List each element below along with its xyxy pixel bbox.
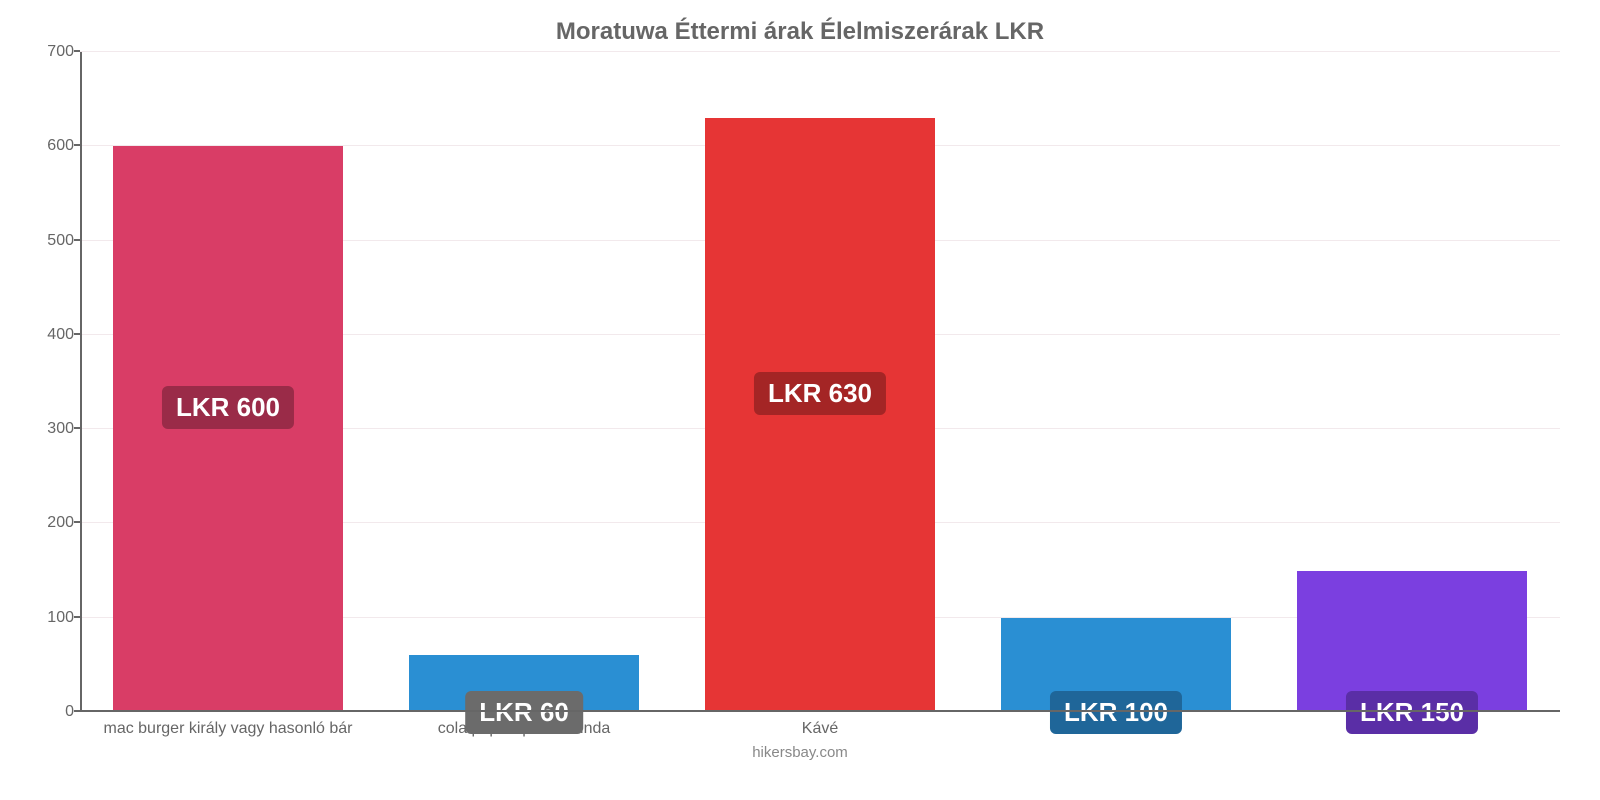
y-tick-label: 100 (30, 609, 74, 627)
y-tick-label: 200 (30, 514, 74, 532)
bars-group: LKR 600 LKR 60 LKR 630 LKR 100 LKR 150 (80, 52, 1560, 712)
y-tick-mark (74, 427, 80, 429)
y-tick-mark (74, 333, 80, 335)
x-axis-line (80, 710, 1560, 712)
y-tick-mark (74, 144, 80, 146)
y-tick-label: 0 (30, 703, 74, 721)
y-tick-label: 700 (30, 43, 74, 61)
y-tick-mark (74, 521, 80, 523)
chart-title: Moratuwa Éttermi árak Élelmiszerárak LKR (30, 18, 1570, 46)
chart-footer: hikersbay.com (30, 744, 1570, 761)
y-tick-mark (74, 616, 80, 618)
bar-value-badge: LKR 100 (1050, 691, 1182, 734)
bar: LKR 600 (113, 146, 344, 712)
y-tick-label: 400 (30, 326, 74, 344)
bar-slot: LKR 100 (968, 52, 1264, 712)
bar-value-badge: LKR 600 (162, 386, 294, 429)
x-tick-label: Kávé (672, 720, 968, 738)
bar-value-badge: LKR 60 (465, 691, 583, 734)
y-tick-mark (74, 50, 80, 52)
y-tick-mark (74, 710, 80, 712)
y-tick-label: 500 (30, 232, 74, 250)
bar-value-badge: LKR 630 (754, 372, 886, 415)
y-tick-label: 300 (30, 420, 74, 438)
bar-slot: LKR 150 (1264, 52, 1560, 712)
bar-slot: LKR 600 (80, 52, 376, 712)
plot-area: 0100200300400500600700 LKR 600LKR 60LKR … (80, 52, 1560, 712)
bar-slot: LKR 60 (376, 52, 672, 712)
y-tick-label: 600 (30, 137, 74, 155)
bar: LKR 100 (1001, 618, 1232, 712)
x-tick-label: mac burger király vagy hasonló bár (80, 720, 376, 738)
bar-slot: LKR 630 (672, 52, 968, 712)
y-axis: 0100200300400500600700 (30, 52, 80, 712)
bar-value-badge: LKR 150 (1346, 691, 1478, 734)
chart-container: Moratuwa Éttermi árak Élelmiszerárak LKR… (0, 0, 1600, 800)
x-axis-labels: mac burger király vagy hasonló bárcola p… (80, 720, 1560, 738)
y-tick-mark (74, 239, 80, 241)
bar: LKR 630 (705, 118, 936, 712)
bar: LKR 150 (1297, 571, 1528, 712)
bar: LKR 60 (409, 655, 640, 712)
